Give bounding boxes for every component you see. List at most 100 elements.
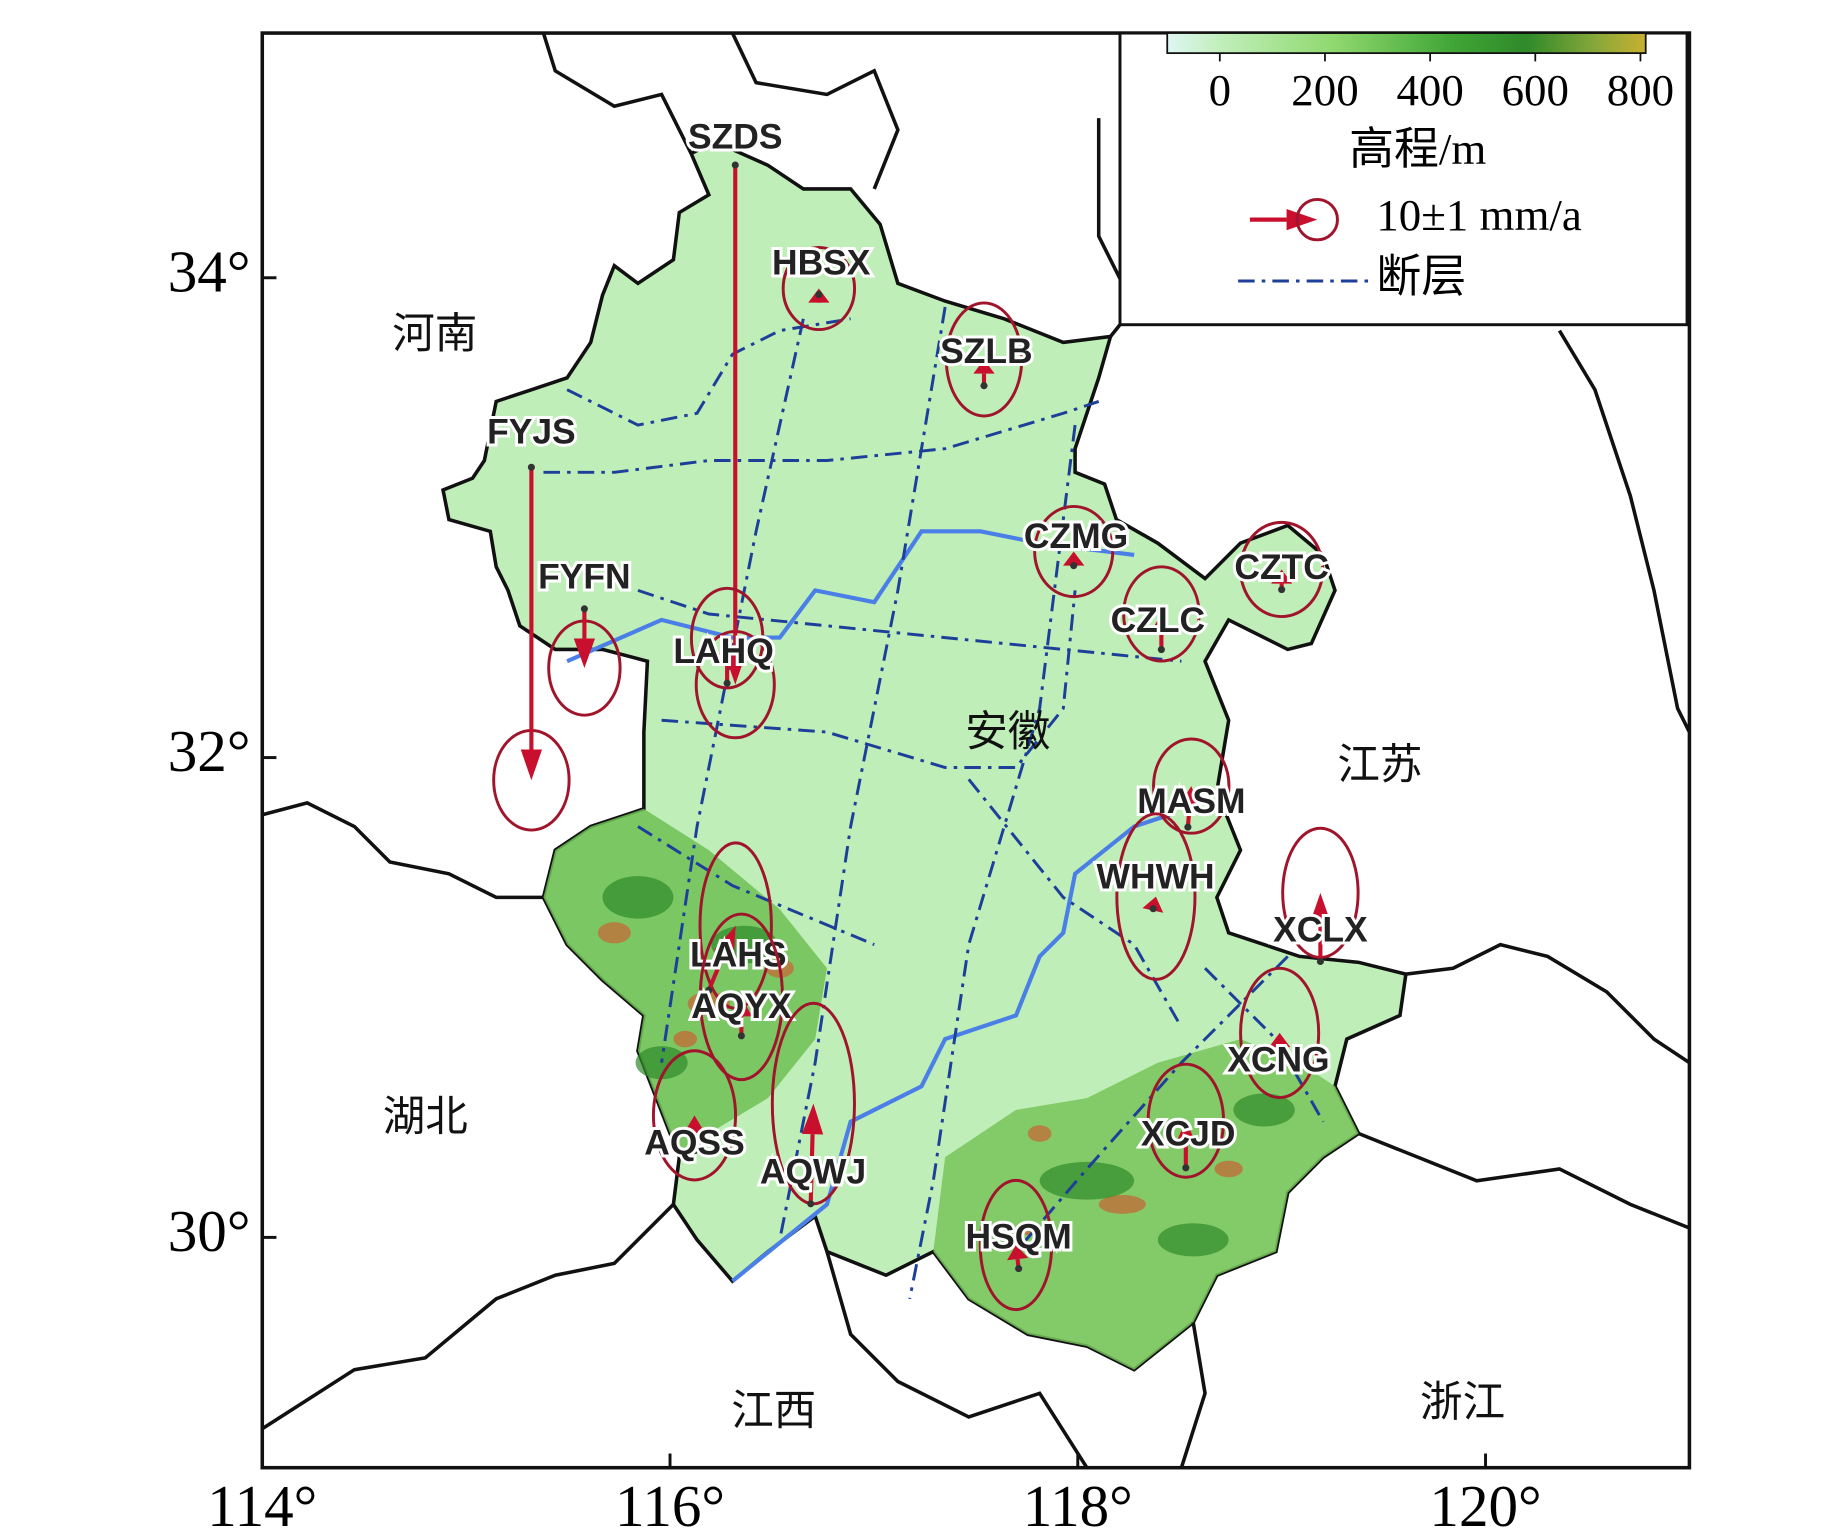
- station: [737, 1032, 745, 1040]
- station: [1276, 1056, 1284, 1064]
- velocity-arrow: [520, 467, 543, 781]
- x-tick-label: 120°: [1429, 1473, 1541, 1535]
- station: [1316, 957, 1324, 966]
- arrow-head: [1268, 1032, 1291, 1048]
- station-label: CZTC: [1234, 547, 1328, 587]
- x-tick-label: 116°: [615, 1473, 725, 1535]
- error-ellipse: [1239, 966, 1321, 1100]
- boundaries: [262, 33, 1690, 1468]
- station-label: XCJD: [1141, 1113, 1236, 1153]
- station-label: SZDS: [688, 116, 783, 156]
- legend-arrow-label: 10±1 mm/a: [1376, 190, 1581, 240]
- colorbar-tick-label: 200: [1291, 65, 1358, 115]
- error-ellipse: [1239, 520, 1325, 619]
- error-ellipse: [944, 301, 1024, 418]
- arrow-head: [573, 638, 596, 669]
- arrow-head: [1063, 551, 1085, 566]
- stations: SZDSHBSXSZLBFYJSFYFNLAHQCZMGCZTCCZLCMASM…: [484, 113, 1371, 1312]
- error-ellipse: [651, 1049, 738, 1182]
- colorbar-label: 高程/m: [1349, 124, 1486, 174]
- colorbar-tick-label: 0: [1209, 65, 1231, 115]
- x-tick-label: 114°: [207, 1473, 317, 1535]
- colorbar-tick-label: 800: [1607, 65, 1674, 115]
- basemap: [262, 33, 1690, 1468]
- station: [731, 161, 739, 169]
- x-tick-label: 118°: [1023, 1473, 1133, 1535]
- legend-box: [1118, 31, 1689, 327]
- error-ellipse: [1146, 1062, 1226, 1179]
- province-label: 湖北: [383, 1093, 468, 1142]
- velocity-arrow: [573, 608, 596, 669]
- station-label: AQSS: [644, 1122, 744, 1162]
- error-ellipse: [978, 1178, 1054, 1312]
- arrow-head: [1309, 892, 1332, 924]
- colorbar-tick-label: 600: [1502, 65, 1569, 115]
- station-label: FYFN: [538, 557, 631, 597]
- legend-error-circle: [1295, 197, 1339, 242]
- station-label: SZLB: [940, 331, 1033, 371]
- station: [815, 291, 823, 299]
- arrow-head: [1142, 896, 1164, 913]
- arrow-head: [1007, 1245, 1029, 1261]
- error-ellipse: [1033, 504, 1115, 599]
- legend: 高程/m 10±1 mm/a 断层 0 200 400 600 800: [1118, 31, 1689, 327]
- arrow-head: [1178, 786, 1201, 808]
- station-label: FYJS: [487, 412, 576, 452]
- legend-arrow: [1249, 208, 1318, 231]
- arrow-head: [730, 996, 753, 1017]
- station: [1278, 586, 1286, 594]
- province-label: 河南: [392, 310, 477, 359]
- arrow-shaft: [808, 1134, 815, 1204]
- velocity-arrow: [1175, 1120, 1197, 1168]
- station: [1070, 562, 1078, 570]
- station: [1015, 1265, 1023, 1273]
- station-label: LAHQ: [673, 631, 773, 671]
- station-label: CZLC: [1111, 600, 1205, 640]
- legend-fault-label: 断层: [1376, 251, 1466, 301]
- station: [580, 605, 588, 613]
- station: [980, 382, 988, 390]
- relief-peaks: [597, 922, 1243, 1236]
- frame: [260, 31, 1692, 1470]
- arrow-head: [724, 653, 746, 685]
- station: [1184, 823, 1192, 831]
- error-ellipse: [698, 912, 784, 1082]
- station-label: WHWH: [1097, 857, 1215, 897]
- station-label: CZMG: [1024, 516, 1128, 556]
- arrow-head: [716, 638, 738, 661]
- velocity-arrow: [801, 1103, 824, 1204]
- arrow-head: [1286, 208, 1318, 231]
- province-label: 浙江: [1420, 1379, 1505, 1428]
- y-tick-label: 32°: [168, 718, 251, 784]
- station: [527, 463, 535, 471]
- station-label: AQYX: [691, 986, 792, 1026]
- arrow-head: [973, 359, 995, 374]
- colorbar-tick-label: 400: [1396, 65, 1463, 115]
- station-label: XCNG: [1227, 1040, 1329, 1080]
- arrow-shaft: [706, 953, 726, 992]
- error-ellipse: [1152, 737, 1231, 835]
- arrow-head: [520, 749, 543, 781]
- error-ellipse: [689, 586, 765, 690]
- station: [705, 986, 713, 994]
- station-label: XCLX: [1273, 909, 1368, 949]
- province-label: 江西: [731, 1387, 816, 1436]
- province-label: 安徽: [965, 708, 1050, 757]
- velocity-arrow: [706, 925, 736, 992]
- station: [723, 679, 731, 687]
- rivers: [566, 529, 1171, 1283]
- y-tick-label: 30°: [168, 1198, 251, 1264]
- arrow-head: [801, 1103, 824, 1135]
- arrow-head: [1271, 569, 1293, 584]
- velocity-arrow: [724, 165, 746, 685]
- station: [807, 1200, 815, 1208]
- y-tick-label: 34°: [168, 238, 251, 304]
- province-label: 江苏: [1337, 741, 1422, 790]
- station: [1182, 1164, 1190, 1172]
- station-label: AQWJ: [760, 1152, 866, 1192]
- station: [1149, 905, 1157, 913]
- arrow-head: [1175, 1120, 1197, 1145]
- error-ellipse: [1115, 812, 1197, 981]
